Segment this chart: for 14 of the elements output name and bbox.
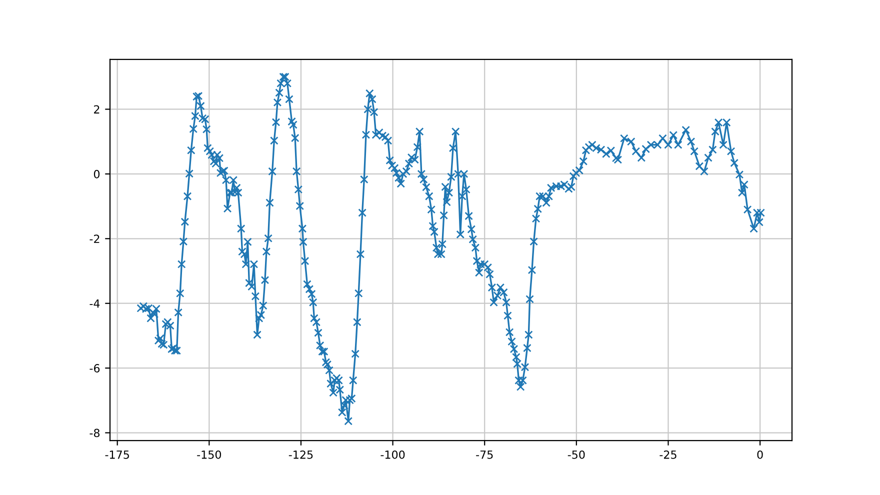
x-tick-label: -50: [568, 450, 585, 459]
y-tick-label: -8: [90, 428, 100, 438]
x-tick-label: -100: [380, 450, 405, 459]
x-tick-label: -175: [105, 450, 129, 459]
x-tick-label: -125: [288, 450, 313, 459]
y-tick-label: -6: [90, 364, 100, 372]
y-tick-label: 0: [94, 170, 100, 178]
x-tick-label: -25: [660, 450, 676, 459]
x-tick-label: -75: [476, 450, 493, 459]
x-tick-label: 0: [757, 450, 763, 459]
x-tick-label: -150: [197, 450, 222, 459]
y-tick-label: -2: [90, 234, 100, 243]
y-tick-label: 2: [94, 105, 100, 114]
y-tick-label: -4: [90, 299, 100, 308]
